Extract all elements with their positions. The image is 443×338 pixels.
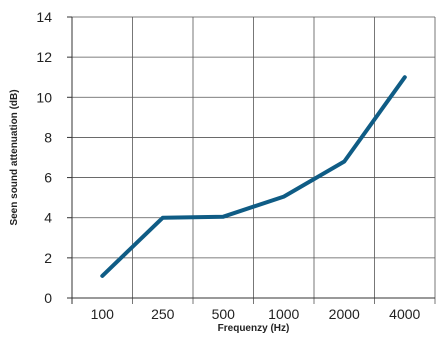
y-axis-title: Seen sound attenuation (dB) (9, 89, 20, 225)
x-tick-label: 4000 (389, 306, 420, 322)
x-tick-label: 500 (212, 306, 236, 322)
y-tick-label: 8 (44, 129, 52, 145)
x-tick-label: 100 (91, 306, 115, 322)
y-tick-label: 4 (44, 210, 52, 226)
x-tick-label: 1000 (268, 306, 299, 322)
y-tick-label: 14 (36, 9, 52, 25)
y-tick-label: 10 (36, 89, 52, 105)
y-tick-label: 2 (44, 250, 52, 266)
series-line (100, 75, 407, 278)
y-tick-label: 12 (36, 49, 52, 65)
y-tick-label: 0 (44, 290, 52, 306)
y-axis-ticks: 0 2 4 6 8 10 12 14 (36, 9, 72, 306)
y-tick-label: 6 (44, 170, 52, 186)
series-group (100, 75, 407, 278)
x-tick-label: 2000 (329, 306, 360, 322)
x-axis-ticks: 100 250 500 1000 2000 4000 (91, 306, 421, 322)
x-tick-label: 250 (151, 306, 175, 322)
grid-lines (72, 16, 436, 304)
axes (71, 17, 435, 304)
x-axis-title: Frequenzy (Hz) (218, 323, 290, 334)
